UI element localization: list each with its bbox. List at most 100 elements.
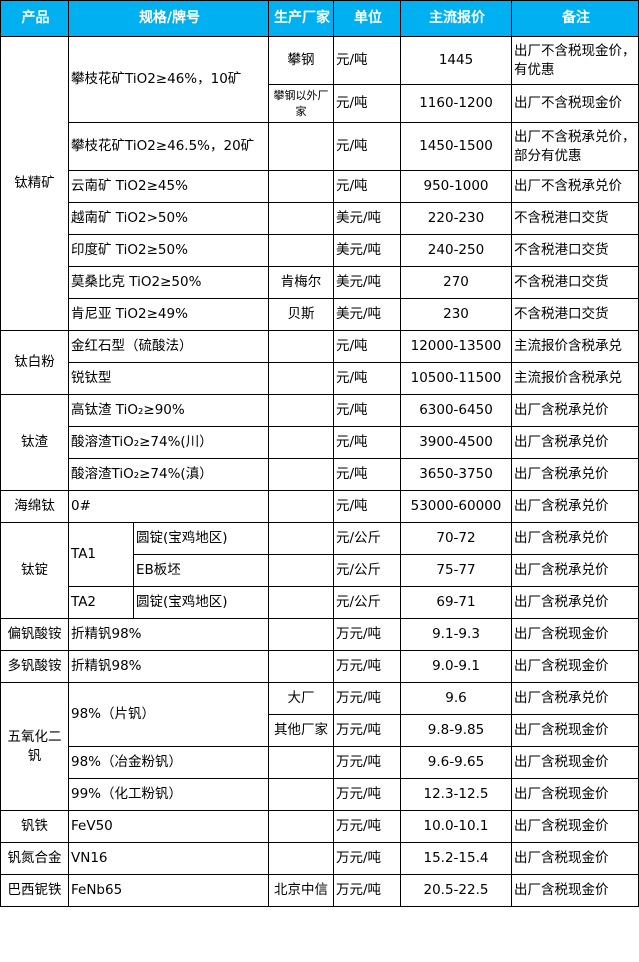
unit-cell: 万元/吨 [333, 618, 401, 651]
maker-cell [268, 746, 334, 779]
product-cell: 偏钒酸铵 [0, 618, 69, 651]
table-row: 五氧化二钒 98%（片钒） 大厂 万元/吨 9.6 出厂含税承兑价 [0, 682, 639, 811]
table-row: 99%（化工粉钒） 万元/吨 12.3-12.5 出厂含税现金价 [1, 778, 639, 811]
spec-cell: 98%（冶金粉钒） [68, 746, 269, 779]
spec-cell: 莫桑比克 TiO2≥50% [68, 266, 269, 299]
maker-cell: 大厂 [268, 682, 334, 715]
note-cell: 出厂含税承兑价 [511, 586, 639, 619]
maker-cell [268, 394, 334, 427]
unit-cell: 元/公斤 [333, 522, 401, 555]
maker-cell: 其他厂家 [268, 714, 334, 747]
spec-cell: EB板坯 [133, 554, 269, 587]
maker-cell [268, 170, 334, 203]
note-cell: 不含税港口交货 [511, 266, 639, 299]
price-cell: 220-230 [400, 202, 512, 235]
price-cell: 75-77 [400, 554, 512, 587]
price-cell: 70-72 [400, 522, 512, 555]
price-cell: 1445 [400, 36, 512, 85]
note-cell: 出厂含税承兑价 [511, 490, 639, 523]
unit-cell: 万元/吨 [333, 746, 401, 779]
grade-cell: TA2 [68, 586, 134, 619]
table-row: TA2 圆锭(宝鸡地区) 元/公斤 69-71 出厂含税承兑价 [1, 586, 639, 619]
price-cell: 10500-11500 [400, 362, 512, 395]
table-row: 酸溶渣TiO₂≥74%(川） 元/吨 3900-4500 出厂含税承兑价 [1, 426, 639, 459]
unit-cell: 元/吨 [333, 84, 401, 123]
maker-cell [268, 330, 334, 363]
note-cell: 主流报价含税承兑 [511, 362, 639, 395]
maker-cell: 攀钢以外厂家 [268, 84, 334, 123]
note-cell: 出厂不含税承兑价 [511, 170, 639, 203]
note-cell: 出厂含税现金价 [511, 874, 639, 907]
maker-cell [268, 522, 334, 555]
maker-cell [268, 586, 334, 619]
spec-cell: 印度矿 TiO2≥50% [68, 234, 269, 267]
unit-cell: 美元/吨 [333, 298, 401, 331]
price-cell: 950-1000 [400, 170, 512, 203]
maker-cell [268, 778, 334, 811]
unit-cell: 元/吨 [333, 490, 401, 523]
product-cell: 钛锭 [0, 522, 69, 619]
maker-cell [268, 426, 334, 459]
note-cell: 主流报价含税承兑 [511, 330, 639, 363]
table-row: 其他厂家 万元/吨 9.8-9.85 出厂含税现金价 [1, 714, 639, 747]
note-cell: 出厂含税现金价 [511, 746, 639, 779]
maker-cell [268, 618, 334, 651]
unit-cell: 元/吨 [333, 362, 401, 395]
spec-cell: VN16 [68, 842, 269, 875]
unit-cell: 元/吨 [333, 394, 401, 427]
maker-cell [268, 810, 334, 843]
note-cell: 出厂不含税承兑价，部分有优惠 [511, 122, 639, 171]
maker-cell: 北京中信 [268, 874, 334, 907]
note-cell: 出厂含税承兑价 [511, 394, 639, 427]
unit-cell: 万元/吨 [333, 874, 401, 907]
maker-cell: 贝斯 [268, 298, 334, 331]
unit-cell: 元/吨 [333, 36, 401, 85]
unit-cell: 万元/吨 [333, 810, 401, 843]
table-row: 巴西铌铁 FeNb65 北京中信 万元/吨 20.5-22.5 出厂含税现金价 [0, 874, 639, 907]
table-row: 钛精矿 攀枝花矿TiO2≥46%，10矿 攀钢 元/吨 1445 出厂不含税现金价，有优惠 [0, 36, 639, 331]
table-row: 莫桑比克 TiO2≥50% 肯梅尔 美元/吨 270 不含税港口交货 [1, 266, 639, 299]
price-cell: 9.1-9.3 [400, 618, 512, 651]
note-cell: 出厂不含税现金价 [511, 84, 639, 123]
unit-cell: 元/吨 [333, 170, 401, 203]
table-row: 酸溶渣TiO₂≥74%(滇） 元/吨 3650-3750 出厂含税承兑价 [1, 458, 639, 491]
product-cell: 钛白粉 [0, 330, 69, 395]
note-cell: 不含税港口交货 [511, 234, 639, 267]
price-cell: 9.0-9.1 [400, 650, 512, 683]
table-row: 攀钢以外厂家 元/吨 1160-1200 出厂不含税现金价 [1, 84, 639, 123]
maker-cell [268, 122, 334, 171]
unit-cell: 元/公斤 [333, 554, 401, 587]
table-row: 钛渣 高钛渣 TiO₂≥90% 元/吨 6300-6450 出厂含税承兑价 [0, 394, 639, 491]
price-cell: 12.3-12.5 [400, 778, 512, 811]
unit-cell: 元/吨 [333, 330, 401, 363]
unit-cell: 美元/吨 [333, 234, 401, 267]
note-cell: 出厂含税现金价 [511, 714, 639, 747]
price-cell: 6300-6450 [400, 394, 512, 427]
table-row: 钛锭 TA1 圆锭(宝鸡地区) 元/公斤 70-72 出厂含税承兑价 [0, 522, 639, 619]
price-cell: 270 [400, 266, 512, 299]
maker-cell [268, 202, 334, 235]
product-cell: 海绵钛 [0, 490, 69, 523]
price-table: 产品 规格/牌号 生产厂家 单位 主流报价 备注 钛精矿 攀枝花矿TiO2≥46%… [0, 0, 639, 907]
price-cell: 69-71 [400, 586, 512, 619]
maker-cell [268, 490, 334, 523]
maker-cell [268, 362, 334, 395]
unit-cell: 元/吨 [333, 458, 401, 491]
note-cell: 出厂含税现金价 [511, 778, 639, 811]
spec-cell: 高钛渣 TiO₂≥90% [68, 394, 269, 427]
table-row: EB板坯 元/公斤 75-77 出厂含税承兑价 [1, 554, 639, 587]
note-cell: 不含税港口交货 [511, 298, 639, 331]
grade-cell: TA1 [68, 522, 134, 587]
product-cell: 钛精矿 [0, 36, 69, 331]
spec-cell: FeNb65 [68, 874, 269, 907]
table-row: 肯尼亚 TiO2≥49% 贝斯 美元/吨 230 不含税港口交货 [1, 298, 639, 331]
table-row: 越南矿 TiO2>50% 美元/吨 220-230 不含税港口交货 [1, 202, 639, 235]
table-row: 98%（冶金粉钒） 万元/吨 9.6-9.65 出厂含税现金价 [1, 746, 639, 779]
product-cell: 五氧化二钒 [0, 682, 69, 811]
note-cell: 出厂含税承兑价 [511, 682, 639, 715]
unit-cell: 元/公斤 [333, 586, 401, 619]
maker-cell [268, 842, 334, 875]
product-cell: 钛渣 [0, 394, 69, 491]
unit-cell: 元/吨 [333, 122, 401, 171]
header-spec: 规格/牌号 [68, 0, 269, 37]
